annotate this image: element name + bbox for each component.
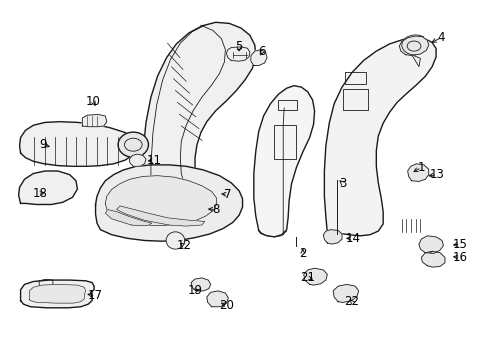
Text: 7: 7 bbox=[224, 188, 232, 201]
Polygon shape bbox=[324, 38, 436, 236]
Polygon shape bbox=[254, 86, 315, 237]
Text: 15: 15 bbox=[453, 238, 468, 251]
Text: 9: 9 bbox=[39, 138, 47, 151]
Text: 17: 17 bbox=[88, 289, 103, 302]
Polygon shape bbox=[304, 268, 327, 285]
Text: 10: 10 bbox=[86, 95, 100, 108]
Text: 6: 6 bbox=[258, 45, 266, 58]
Polygon shape bbox=[251, 50, 267, 66]
Polygon shape bbox=[143, 22, 256, 222]
Ellipse shape bbox=[118, 132, 148, 157]
Text: 4: 4 bbox=[437, 31, 445, 44]
Ellipse shape bbox=[166, 232, 185, 249]
Text: 5: 5 bbox=[235, 40, 243, 53]
Text: 8: 8 bbox=[212, 203, 220, 216]
Bar bbox=[278, 100, 297, 110]
Polygon shape bbox=[421, 251, 445, 267]
Bar bbox=[343, 89, 368, 110]
Polygon shape bbox=[21, 280, 94, 308]
Text: 18: 18 bbox=[33, 187, 48, 200]
Text: 1: 1 bbox=[417, 161, 425, 174]
Text: 2: 2 bbox=[299, 247, 307, 260]
Polygon shape bbox=[96, 165, 243, 241]
Text: 14: 14 bbox=[345, 232, 360, 245]
Polygon shape bbox=[19, 171, 77, 204]
Text: 22: 22 bbox=[344, 295, 359, 308]
Text: 19: 19 bbox=[188, 284, 202, 297]
Bar bbox=[274, 125, 296, 159]
Polygon shape bbox=[82, 114, 107, 127]
Polygon shape bbox=[29, 284, 86, 303]
Polygon shape bbox=[323, 230, 342, 244]
Text: 20: 20 bbox=[219, 299, 234, 312]
Text: 3: 3 bbox=[339, 177, 347, 190]
Polygon shape bbox=[117, 206, 205, 226]
Polygon shape bbox=[105, 176, 217, 225]
Polygon shape bbox=[129, 154, 146, 166]
Polygon shape bbox=[399, 36, 429, 55]
Polygon shape bbox=[226, 47, 250, 61]
Text: 13: 13 bbox=[430, 168, 444, 181]
Polygon shape bbox=[191, 278, 211, 291]
Text: 16: 16 bbox=[453, 251, 468, 264]
Text: 21: 21 bbox=[300, 271, 315, 284]
Bar bbox=[345, 72, 366, 84]
Polygon shape bbox=[105, 210, 152, 226]
Polygon shape bbox=[408, 164, 429, 181]
Text: 12: 12 bbox=[176, 239, 191, 252]
Polygon shape bbox=[419, 236, 443, 253]
Polygon shape bbox=[333, 284, 359, 302]
Text: 11: 11 bbox=[147, 154, 162, 167]
Polygon shape bbox=[20, 122, 136, 166]
Polygon shape bbox=[207, 291, 228, 307]
